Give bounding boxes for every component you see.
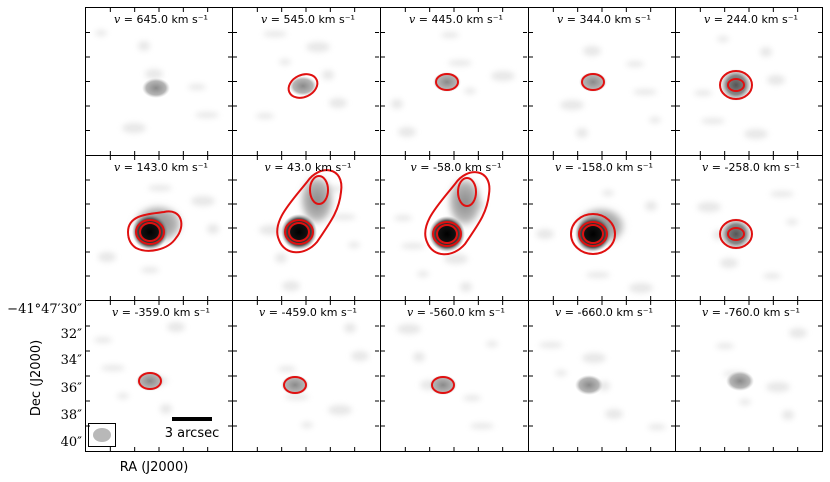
scale-bar: 3 arcsec xyxy=(165,417,220,441)
beam-indicator xyxy=(88,423,116,447)
contour-group xyxy=(719,70,753,100)
y-tick-label: 32″ xyxy=(61,327,83,342)
channel-panel: v = -760.0 km s⁻¹ xyxy=(676,301,822,451)
y-axis-ticks: −41°47′30″ 32″ 34″ 36″ 38″ 40″ xyxy=(7,302,82,450)
panel-velocity-label: v = -660.0 km s⁻¹ xyxy=(555,306,653,319)
contour-group xyxy=(435,73,459,91)
panel-velocity-label: v = 244.0 km s⁻¹ xyxy=(704,13,798,26)
panel-velocity-label: v = -58.0 km s⁻¹ xyxy=(411,161,502,174)
channel-panel: v = -359.0 km s⁻¹ xyxy=(86,301,232,451)
channel-panel: v = -560.0 km s⁻¹ xyxy=(381,301,527,451)
channel-panel: v = 445.0 km s⁻¹ xyxy=(381,8,527,155)
channel-panel: v = 344.0 km s⁻¹ xyxy=(529,8,675,155)
y-tick-label: 34″ xyxy=(61,353,83,368)
contour-group xyxy=(431,376,455,394)
contour-group xyxy=(126,210,183,252)
channel-panel: v = -258.0 km s⁻¹ xyxy=(676,156,822,300)
panel-grid xyxy=(85,7,823,452)
y-tick-label: 36″ xyxy=(61,381,83,396)
channel-panel: v = -459.0 km s⁻¹ xyxy=(233,301,379,451)
y-tick-label: 38″ xyxy=(61,408,83,423)
channel-panel: v = 143.0 km s⁻¹ xyxy=(86,156,232,300)
panel-velocity-label: v = -158.0 km s⁻¹ xyxy=(555,161,653,174)
channel-panel: v = -660.0 km s⁻¹ xyxy=(529,301,675,451)
contour-group xyxy=(719,219,753,249)
panel-velocity-label: v = 645.0 km s⁻¹ xyxy=(114,13,208,26)
contour-group xyxy=(287,73,319,99)
contour-group xyxy=(581,73,605,91)
y-tick-label: −41°47′30″ xyxy=(7,302,82,317)
panel-velocity-label: v = 344.0 km s⁻¹ xyxy=(557,13,651,26)
x-axis-label: RA (J2000) xyxy=(120,460,189,475)
panel-velocity-label: v = -560.0 km s⁻¹ xyxy=(407,306,505,319)
panel-velocity-label: v = -258.0 km s⁻¹ xyxy=(702,161,800,174)
contour-group xyxy=(138,372,162,390)
panel-velocity-label: v = 445.0 km s⁻¹ xyxy=(409,13,503,26)
contour-group xyxy=(283,376,307,394)
panel-velocity-label: v = 545.0 km s⁻¹ xyxy=(261,13,355,26)
panel-velocity-label: v = -459.0 km s⁻¹ xyxy=(259,306,357,319)
scale-bar-label: 3 arcsec xyxy=(165,426,220,441)
channel-panel: v = 43.0 km s⁻¹ xyxy=(233,156,379,300)
panel-velocity-label: v = -760.0 km s⁻¹ xyxy=(702,306,800,319)
contour-group xyxy=(570,213,616,255)
channel-panel: v = 244.0 km s⁻¹ xyxy=(676,8,822,155)
panel-velocity-label: v = 43.0 km s⁻¹ xyxy=(265,161,352,174)
y-tick-label: 40″ xyxy=(61,435,83,450)
channel-panel: v = -58.0 km s⁻¹ xyxy=(381,156,527,300)
panel-velocity-label: v = 143.0 km s⁻¹ xyxy=(114,161,208,174)
channel-panel: v = 545.0 km s⁻¹ xyxy=(233,8,379,155)
contour-group xyxy=(276,169,343,254)
contour-group xyxy=(424,171,491,256)
panel-velocity-label: v = -359.0 km s⁻¹ xyxy=(112,306,210,319)
channel-panel: v = -158.0 km s⁻¹ xyxy=(529,156,675,300)
y-axis-label: Dec (J2000) xyxy=(29,340,44,416)
channel-panel: v = 645.0 km s⁻¹ xyxy=(86,8,232,155)
